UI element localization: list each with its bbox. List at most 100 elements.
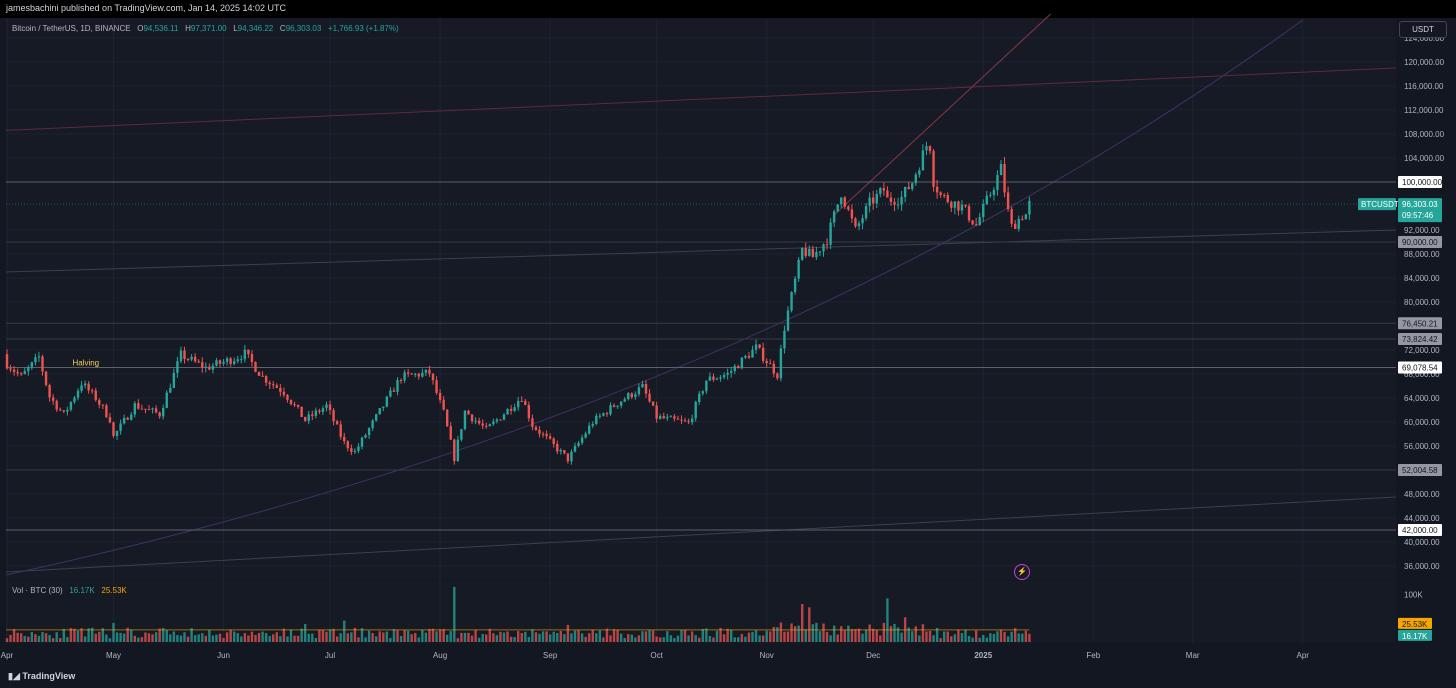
time-axis-label: 2025 (974, 651, 992, 660)
candle-body (311, 414, 314, 416)
candle-body (808, 248, 811, 256)
symbol-name: Bitcoin / TetherUS, 1D, BINANCE (12, 24, 131, 33)
candle-body (264, 376, 268, 383)
candle-body (446, 409, 449, 427)
time-axis-label: Mar (1186, 651, 1200, 660)
price-pane[interactable] (6, 18, 1396, 580)
candle-body (73, 397, 76, 402)
volume-bar (16, 632, 19, 642)
candle-body (314, 410, 318, 416)
volume-bar (300, 628, 303, 642)
candle-body (857, 223, 861, 227)
time-axis-label: Jul (325, 651, 335, 660)
volume-bar (346, 633, 349, 642)
candle-body (737, 366, 740, 369)
volume-bar (108, 638, 112, 642)
volume-bar (900, 632, 903, 642)
volume-pane[interactable] (6, 581, 1396, 643)
candle-body (169, 387, 172, 393)
candle-body (289, 399, 293, 405)
volume-bar (527, 637, 531, 642)
candle-body (414, 373, 417, 375)
candle-body (424, 369, 428, 373)
volume-bar (584, 636, 587, 642)
volume-bar (1021, 633, 1024, 642)
volume-bar (747, 632, 751, 642)
candle-body (261, 375, 264, 377)
volume-bar (580, 633, 584, 642)
high-value: 97,371.00 (190, 24, 227, 33)
volume-bar (573, 630, 577, 642)
volume-bar (431, 628, 435, 642)
volume-bar (989, 633, 992, 642)
volume-bar (854, 629, 857, 642)
volume-bar (982, 634, 985, 642)
currency-selector[interactable]: USDT (1399, 21, 1447, 38)
candle-body (438, 392, 442, 400)
volume-bar (115, 632, 119, 642)
candle-body (925, 146, 928, 151)
volume-bar (790, 623, 793, 642)
volume-bar (236, 633, 239, 642)
volume-bar (240, 636, 243, 642)
candle-body (421, 372, 424, 377)
volume-bar (403, 630, 406, 642)
candle-body (23, 371, 26, 375)
candle-body (999, 164, 1003, 176)
volume-bar (772, 627, 775, 642)
candle-body (644, 384, 648, 394)
candle-body (158, 412, 161, 417)
candle-body (27, 367, 30, 372)
candle-body (470, 414, 474, 422)
candle-body (630, 393, 633, 398)
candle-body (641, 384, 644, 388)
volume-bar (861, 633, 864, 642)
candle-body (900, 196, 903, 205)
candle-body (811, 248, 815, 258)
candle-body (882, 188, 886, 191)
volume-bar (122, 633, 126, 642)
tv-brand-text: TradingView (22, 671, 76, 681)
volume-bar (172, 631, 176, 642)
candle-body (534, 426, 538, 430)
volume-bar (758, 635, 761, 642)
lightning-icon[interactable]: ⚡ (1014, 564, 1030, 580)
volume-bar (130, 629, 133, 642)
volume-bar (921, 624, 925, 642)
volume-bar (154, 632, 158, 642)
candle-body (545, 433, 548, 437)
candle-body (850, 209, 854, 219)
volume-bar (556, 633, 559, 642)
candle-body (783, 330, 786, 349)
volume-bar (694, 635, 697, 642)
candle-body (339, 424, 342, 437)
volume-bar (339, 633, 342, 642)
candle-body (442, 399, 445, 410)
volume-bar (293, 635, 296, 642)
volume-bar (566, 624, 570, 642)
lower-trendline (5, 496, 1397, 573)
candle-body (364, 435, 367, 438)
volume-bar (389, 637, 392, 642)
price-axis-tick: 92,000.00 (1404, 226, 1440, 235)
volume-bar (641, 631, 644, 642)
time-axis[interactable] (0, 643, 1456, 665)
candle-body (16, 371, 19, 374)
candle-body (797, 259, 800, 279)
volume-bar (218, 633, 222, 642)
candle-body (453, 439, 456, 462)
volume-bar (683, 629, 687, 642)
price-axis-tick: 108,000.00 (1404, 130, 1445, 139)
volume-bar (666, 631, 669, 642)
symbol-tag-badge (1358, 198, 1396, 211)
volume-bar (158, 628, 161, 642)
volume-bar (321, 630, 325, 642)
volume-bar (23, 635, 26, 642)
candle-body (655, 405, 658, 419)
volume-bar (761, 635, 765, 642)
tradingview-logo[interactable]: ▮◢ TradingView (8, 671, 75, 682)
candle-body (162, 408, 165, 417)
candle-body (524, 400, 527, 406)
candle-body (367, 428, 371, 436)
